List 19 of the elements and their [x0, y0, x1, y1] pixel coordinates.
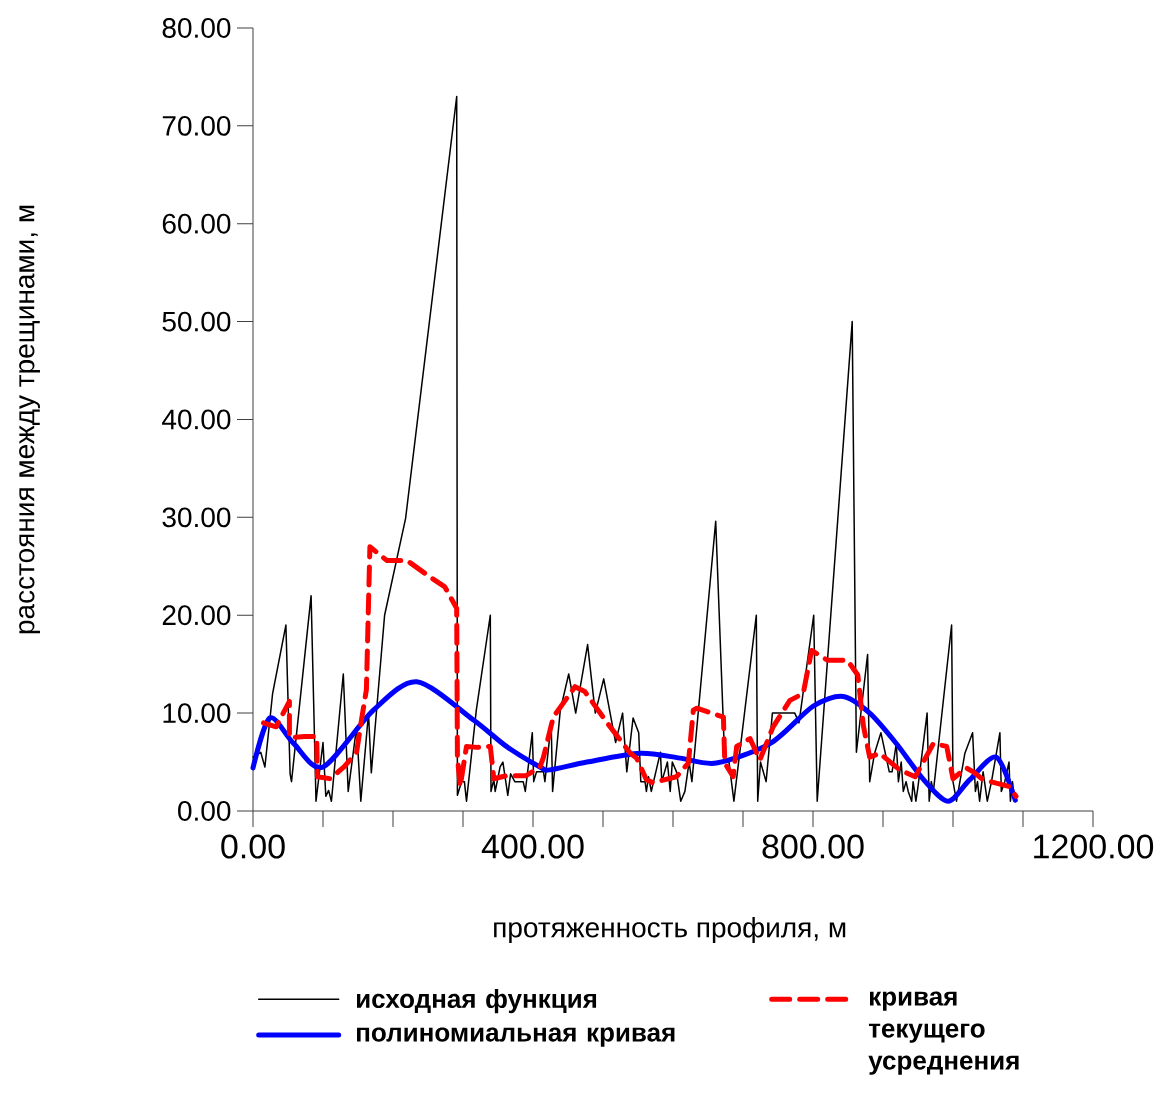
y-tick-label: 80.00	[162, 18, 231, 38]
y-tick-label: 10.00	[163, 703, 231, 724]
y-tick-label: 50.00	[162, 311, 231, 332]
y-tick-label: 0.00	[178, 801, 231, 821]
y-tick-label: 60.00	[162, 213, 231, 234]
line-series	[252, 95, 1016, 802]
y-axis-title: расстояния между трещинами, м	[19, 205, 40, 634]
x-tick-label: 800.00	[762, 834, 864, 859]
legend-label: исходная функция	[357, 989, 597, 1014]
y-tick-label: 30.00	[162, 507, 231, 528]
x-axis-title: протяженность профиля, м	[494, 916, 846, 944]
y-tick-label: 40.00	[162, 409, 231, 430]
x-tick-label: 1200.00	[1034, 834, 1154, 859]
x-tick-label: 0.00	[221, 834, 285, 859]
x-tick-label: 400.00	[481, 834, 584, 859]
legend-label: полиномиальная кривая	[357, 1027, 675, 1047]
y-tick-label: 70.00	[162, 115, 231, 136]
y-tick-label: 20.00	[162, 605, 231, 626]
legend-label: кривая текущего усреднения	[868, 991, 1019, 1075]
